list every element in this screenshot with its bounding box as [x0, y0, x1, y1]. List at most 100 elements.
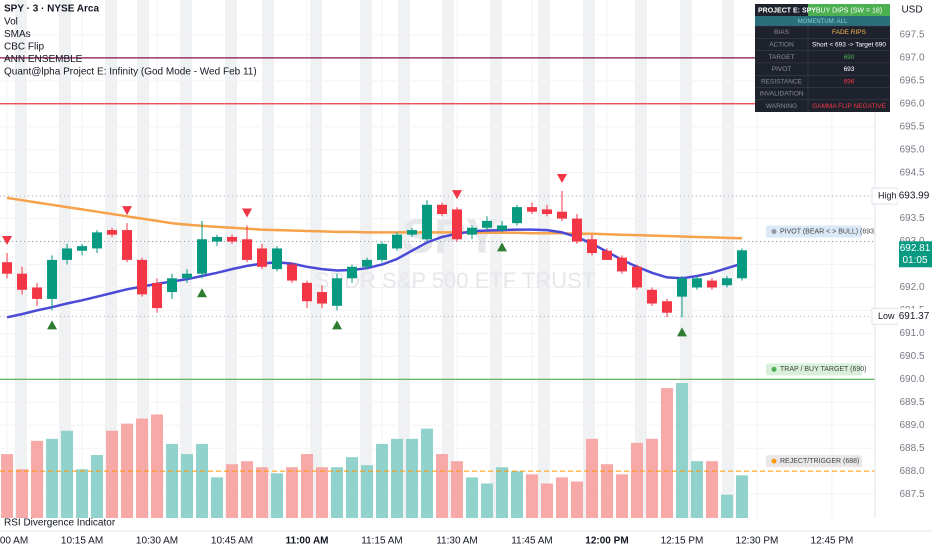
table-row-value: 693: [844, 66, 855, 73]
session-stripe: [583, 0, 595, 518]
table-row-label: PIVOT: [772, 66, 792, 73]
x-tick-label: 11:30 AM: [436, 536, 478, 547]
session-stripe: [310, 0, 322, 518]
last-price: 692.81: [900, 243, 931, 254]
candle-body: [541, 209, 552, 214]
volume-bar: [211, 477, 224, 518]
session-stripe: [105, 0, 117, 518]
candle-body: [137, 259, 148, 295]
candle-body: [47, 259, 58, 299]
candle-body: [721, 278, 732, 286]
volume-bar: [196, 443, 209, 518]
volume-bar: [480, 483, 493, 518]
y-tick-label: 687.5: [899, 489, 924, 500]
candle-body: [496, 225, 507, 231]
extreme-value-box: [898, 308, 932, 325]
table-row-label: WARNING: [766, 103, 797, 110]
legend-item: Quant@lpha Project E: Infinity (God Mode…: [4, 67, 257, 78]
legend-item: Vol: [4, 17, 18, 28]
candle-body: [332, 278, 343, 306]
candle-body: [122, 230, 133, 260]
y-tick-label: 691.0: [899, 328, 924, 339]
volume-bar: [510, 471, 523, 518]
volume-bar: [76, 469, 89, 518]
level-label-dot: [771, 458, 777, 464]
legend-item: ANN ENSEMBLE: [4, 54, 83, 65]
y-tick-label: 697.5: [899, 30, 924, 41]
volume-bar: [555, 477, 568, 518]
volume-bar: [1, 454, 14, 518]
legend-item: SMAs: [4, 29, 31, 40]
candle-body: [631, 266, 642, 288]
candle-body: [571, 218, 582, 242]
table-row-value: FADE RIPS: [832, 29, 867, 36]
candle-body: [152, 282, 163, 309]
candle-body: [586, 239, 597, 254]
volume-bar: [241, 461, 254, 518]
volume-bar: [286, 467, 299, 518]
candle-body: [92, 232, 103, 249]
y-tick-label: 689.0: [899, 420, 924, 431]
x-tick-label: 10:30 AM: [136, 536, 178, 547]
candle-body: [392, 234, 403, 249]
x-tick-label: 12:15 PM: [661, 536, 704, 547]
level-label-box: [766, 363, 862, 376]
x-tick-label: 12:00 PM: [585, 536, 628, 547]
volume-bar: [435, 454, 448, 518]
volume-bar: [46, 438, 59, 518]
candle-body: [706, 280, 717, 288]
session-stripe: [538, 0, 550, 518]
table-row-value: Short < 693 -> Target 690: [812, 42, 886, 49]
table-row-label: ACTION: [769, 42, 794, 49]
y-tick-label: 695.0: [899, 144, 924, 155]
sell-signal: [556, 174, 567, 184]
volume-bar: [31, 440, 44, 518]
volume-bar: [391, 438, 404, 518]
volume-bar: [720, 494, 733, 518]
buy-signal: [197, 288, 208, 298]
candle-body: [362, 259, 373, 267]
candle-body: [676, 278, 687, 297]
table-row-label: TARGET: [769, 54, 795, 61]
x-tick-label: 10:45 AM: [211, 536, 253, 547]
candle-body: [407, 230, 418, 235]
y-tick-label: 690.0: [899, 374, 924, 385]
volume-bar: [705, 461, 718, 518]
volume-bar: [645, 438, 658, 518]
level-label: TRAP / BUY TARGET (690): [780, 366, 867, 373]
volume-bar: [226, 464, 239, 518]
candle-body: [302, 282, 313, 302]
sell-signal: [242, 208, 253, 218]
table-row-value: GAMMA FLIP NEGATIVE: [812, 103, 886, 110]
session-stripe: [442, 0, 454, 518]
volume-bar: [181, 454, 194, 518]
session-stripe: [225, 0, 237, 518]
candle-body: [601, 250, 612, 260]
volume-bar: [256, 467, 269, 518]
level-label-box: [766, 455, 862, 468]
candle-body: [272, 248, 283, 270]
candle-body: [32, 287, 43, 299]
volume-bar: [91, 455, 104, 518]
candle-body: [347, 266, 358, 279]
volume-bar: [690, 461, 703, 518]
volume-bar: [495, 467, 508, 518]
table-row-value: 696: [844, 78, 855, 85]
table-row-label: RESISTANCE: [761, 78, 803, 85]
candle-body: [167, 278, 178, 293]
x-tick-label: 12:45 PM: [811, 536, 854, 547]
candle-body: [481, 220, 492, 228]
candle-body: [526, 207, 537, 212]
volume-bar: [376, 443, 389, 518]
volume-bar: [166, 443, 179, 518]
x-tick-label: 10:15 AM: [61, 536, 103, 547]
y-tick-label: 696.5: [899, 75, 924, 86]
legend-item: CBC Flip: [4, 42, 44, 53]
table-header: PROJECT E: SPY: [758, 7, 816, 14]
volume-bar: [525, 474, 538, 518]
candle-body: [2, 262, 13, 274]
table-header-right: [808, 4, 890, 16]
volume-bar: [735, 475, 748, 518]
bottom-pane-title: RSI Divergence Indicator: [4, 518, 116, 529]
watermark-subtitle: SPDR S&P 500 ETF TRUST: [315, 268, 595, 293]
